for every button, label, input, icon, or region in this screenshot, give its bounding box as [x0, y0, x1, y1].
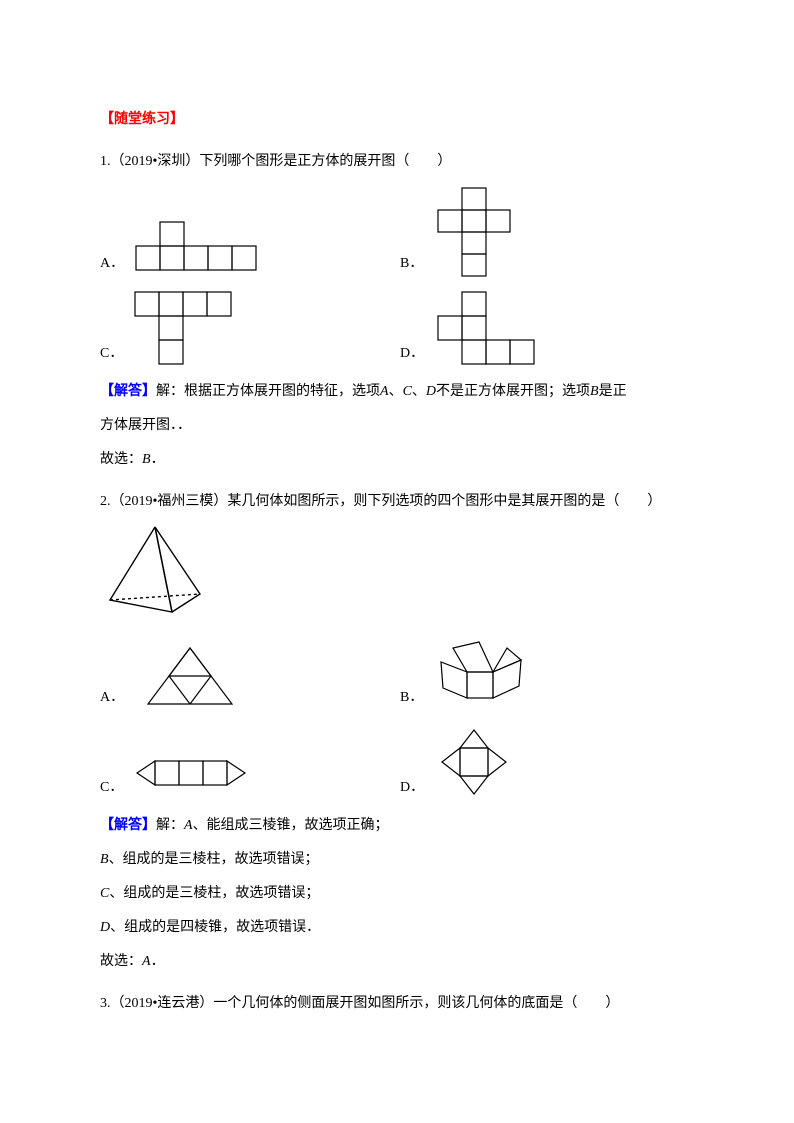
q2-sol-d: D、组成的是四棱锥，故选项错误．: [100, 914, 694, 942]
q1-label-b: B．: [400, 250, 423, 278]
q2-label-d: D．: [400, 774, 424, 802]
q1-label-a: A．: [100, 250, 124, 278]
q1-figure-a: [130, 218, 260, 278]
q2-option-c: C．: [100, 722, 380, 802]
q2-text: 2.（2019•福州三模）某几何体如图所示，则下列选项的四个图形中是其展开图的是…: [100, 488, 694, 516]
q2-option-b: B．: [400, 632, 660, 712]
q1-label-c: C．: [100, 340, 123, 368]
q1-options-row2: C． D．: [100, 288, 694, 368]
solution-label: 【解答】: [100, 384, 156, 399]
q1-option-b: B．: [400, 186, 660, 278]
q1-label-d: D．: [400, 340, 424, 368]
q2-label-b: B．: [400, 684, 423, 712]
q2-figure-c: [129, 747, 259, 802]
q1-solution: 【解答】解：根据正方体展开图的特征，选项A、C、D不是正方体展开图；选项B是正: [100, 378, 694, 406]
q2-figure-a: [130, 642, 250, 712]
q1-solution-line2: 方体展开图．．: [100, 412, 694, 440]
q1-figure-d: [430, 288, 550, 368]
q2-option-d: D．: [400, 722, 660, 802]
q1-option-d: D．: [400, 288, 660, 368]
q2-options-row1: A． B．: [100, 632, 694, 712]
q2-figure-b: [429, 632, 539, 712]
q2-label-c: C．: [100, 774, 123, 802]
q1-option-c: C．: [100, 288, 380, 368]
q3-text: 3.（2019•连云港）一个几何体的侧面展开图如图所示，则该几何体的底面是（ ）: [100, 990, 694, 1018]
q2-label-a: A．: [100, 684, 124, 712]
q1-figure-c: [129, 288, 239, 368]
q1-options-row1: A． B．: [100, 186, 694, 278]
q2-conclusion: 故选：A．: [100, 948, 694, 976]
q2-options-row2: C． D．: [100, 722, 694, 802]
q1-conclusion: 故选：B．: [100, 446, 694, 474]
q2-sol-c: C、组成的是三棱柱，故选项错误；: [100, 880, 694, 908]
q1-option-a: A．: [100, 186, 380, 278]
q2-sol-a: 【解答】解：A、能组成三棱锥，故选项正确；: [100, 812, 694, 840]
q1-text: 1.（2019•深圳）下列哪个图形是正方体的展开图（ ）: [100, 148, 694, 176]
section-title: 【随堂练习】: [100, 106, 694, 134]
q1-figure-b: [429, 186, 519, 278]
q2-solid-figure: [100, 522, 694, 622]
q2-option-a: A．: [100, 632, 380, 712]
q2-sol-b: B、组成的是三棱柱，故选项错误；: [100, 846, 694, 874]
q2-figure-d: [430, 722, 520, 802]
